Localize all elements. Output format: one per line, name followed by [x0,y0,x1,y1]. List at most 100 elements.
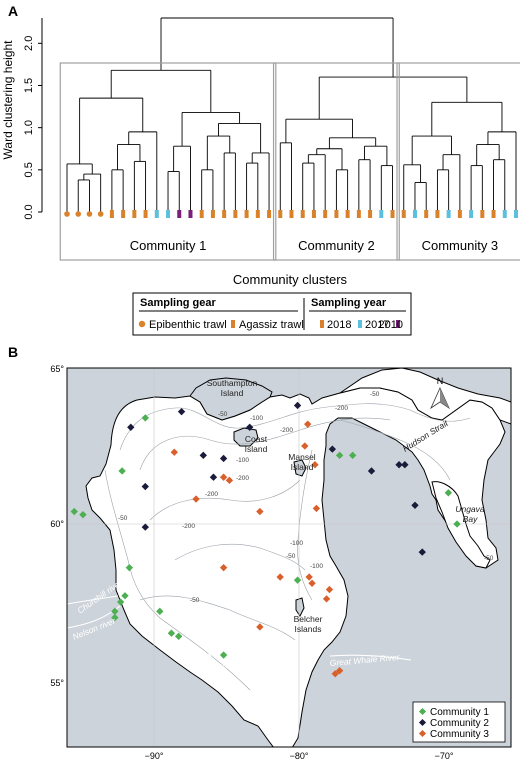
station-marker-community3 [331,670,339,678]
station-marker-community3 [192,495,200,503]
leaf-marker [166,210,171,218]
legend-b-box [412,701,506,743]
leaf-marker [323,210,328,218]
leaf-marker [86,211,93,217]
depth-label: -200 [182,523,195,530]
station-marker-community2 [177,408,186,416]
station-marker-community3 [325,585,334,594]
leaf-marker [514,210,518,218]
leaf-marker [132,210,137,218]
depth-label: -100 [250,415,263,422]
station-marker-community2 [401,461,409,469]
station-marker-community2 [246,423,254,431]
legend-2017-label: 2017 [365,319,389,331]
station-marker-community2 [367,467,376,475]
legend-c2-label: Community 2 [430,718,489,729]
station-marker-community1 [453,520,461,528]
depth-label: -50 [118,515,128,522]
label-mansel-2: Island [291,462,314,472]
depth-label: -50 [218,411,228,418]
legend-c3-marker [418,729,427,738]
mansel-island [293,459,307,477]
cluster-box [272,62,400,261]
depth-contour [139,417,391,471]
leaf-markers [64,210,518,218]
legend-2010-marker [396,320,400,328]
leaf-marker [446,210,451,218]
depth-label: -100 [290,540,303,547]
nelson-river [67,605,121,629]
depth-label: -100 [236,457,249,464]
legend-box [132,292,412,336]
map-frame [66,367,512,748]
lon-tick: −70° [435,751,454,761]
leaf-marker [222,210,227,218]
depth-contour [119,403,471,451]
leaf-marker [457,210,462,218]
leaf-marker [188,210,193,218]
label-belcher-2: Islands [295,624,322,634]
churchill-river [67,595,119,605]
station-marker-community3 [304,420,312,428]
station-marker-community1 [167,629,176,637]
label-mansel-1: Mansel [288,452,316,462]
leaf-marker [390,210,395,218]
legend-c1-label: Community 1 [430,707,489,718]
station-marker-community3 [219,473,228,481]
map-axes: 65° 60° 55° −90° −80° −70° [50,364,453,761]
leaf-marker [199,210,204,218]
north-arrow: N [430,376,450,410]
legend-agassiz-marker [231,320,235,328]
legend-gear-title: Sampling gear [140,297,217,309]
panel-label-a: A [8,3,18,19]
legend-epibenthic-marker [138,320,146,328]
lon-tick: −80° [290,751,309,761]
depth-labels: -50 -100 -200 -200 -100 -200 -200 -200 -… [118,391,494,604]
leaf-marker [154,210,159,218]
leaf-marker [109,210,114,218]
leaf-marker [97,211,104,217]
hudson-strait-water [339,368,511,425]
cluster-label: Community 1 [130,238,207,253]
depth-contour [297,449,313,601]
x-axis-label: Community clusters [233,272,348,287]
legend-a: Sampling gear Sampling year Epibenthic t… [132,292,412,336]
y-tick-label: 0.0 [23,204,35,219]
legend-b: Community 1 Community 2 Community 3 [412,701,506,743]
station-marker-community2 [219,454,228,463]
leaf-marker [267,210,272,218]
station-marker-community2 [293,401,302,410]
great-whale-river [329,654,412,661]
legend-c3-label: Community 3 [430,729,489,740]
cluster-label: Community 2 [298,238,375,253]
depth-label: -200 [236,475,249,482]
dendrogram-tree [66,17,517,212]
legend-year-title: Sampling year [311,297,387,309]
station-marker-community2 [127,423,135,431]
station-marker-community3 [225,476,234,484]
station-marker-community1 [348,451,357,460]
y-tick-label: 1.0 [23,120,35,135]
lon-tick: −90° [145,751,164,761]
leaf-marker [491,210,496,218]
label-ungava-1: Ungava [455,504,485,514]
station-marker-community3 [312,504,321,513]
cluster-box [396,62,520,261]
depth-contour [339,419,451,481]
y-ticks: 0.0 0.5 1.0 1.5 2.0 [23,36,42,220]
belcher-islands [295,597,305,617]
depth-label: -50 [370,391,380,398]
legend-2017-marker [358,320,362,328]
station-marker-community3 [308,579,316,587]
station-marker-community1 [79,510,87,519]
depth-label: -50 [484,555,494,562]
depth-contour [149,479,301,521]
southampton-island [189,377,273,421]
station-marker-community3 [276,573,284,581]
leaf-marker [412,210,417,218]
panel-label-b: B [8,344,18,360]
depth-label: -200 [335,405,348,412]
coats-island [233,427,259,447]
depth-label: -50 [190,597,200,604]
